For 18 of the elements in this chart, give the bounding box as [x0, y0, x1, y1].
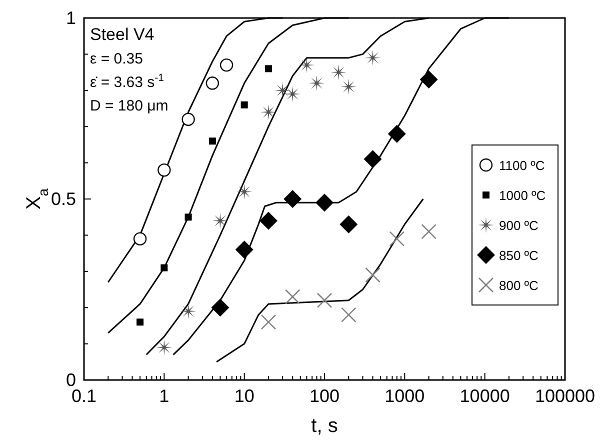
legend-label: 1100 ºC	[499, 158, 545, 173]
annotation: D = 180 μm	[90, 98, 168, 114]
y-tick-label: 0.5	[50, 189, 76, 209]
x-tick-label: 100	[309, 386, 340, 406]
legend-label: 1000 ºC	[499, 188, 546, 203]
x-tick-label: 1000	[384, 386, 425, 406]
x-tick-label: 10	[234, 386, 254, 406]
annotation: ε = 0.35	[90, 50, 143, 68]
y-tick-label: 1	[66, 8, 76, 28]
x-tick-label: 10000	[460, 386, 510, 406]
annotation: Steel V4	[90, 25, 154, 44]
legend-label: 900 ºC	[499, 218, 538, 233]
annotation: ε̇ = 3.63 s$^{-1}$	[90, 72, 164, 91]
legend-label: 800 ºC	[499, 278, 538, 293]
x-tick-label: 1	[159, 386, 170, 406]
x-axis-title: t, s	[311, 415, 338, 437]
legend-label: 850 ºC	[499, 248, 538, 263]
x-tick-label: 100000	[534, 386, 596, 406]
